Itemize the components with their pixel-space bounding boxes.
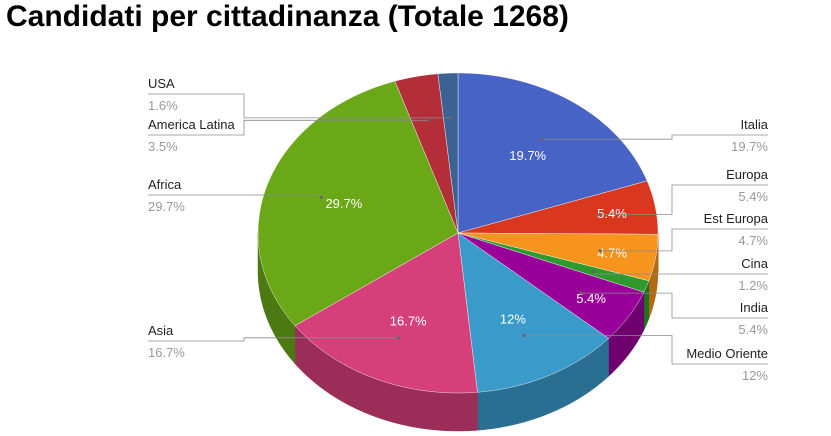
outer-labels: Italia 19.7% Europa 5.4% Est Europa 4.7% Cina 1… <box>148 76 769 383</box>
label-name-asia: Asia <box>148 323 174 338</box>
leader-dot-italia <box>540 137 544 141</box>
slice-value-india: 5.4% <box>576 291 606 306</box>
leader-dot-europa <box>598 212 602 216</box>
pie-slice-europa[interactable] <box>457 180 659 235</box>
pie-slice-america-latina[interactable] <box>394 73 459 234</box>
leader-line-asia <box>148 337 399 342</box>
slice-value-europa: 5.4% <box>597 206 627 221</box>
label-percent-est-europa: 4.7% <box>738 233 768 248</box>
pie-slice-usa[interactable] <box>437 72 459 234</box>
label-percent-india: 5.4% <box>738 322 768 337</box>
slice-value-africa: 29.7% <box>325 196 362 211</box>
leader-line-est-europa <box>600 228 768 252</box>
slice-value-medio-oriente: 12% <box>500 311 526 326</box>
label-name-italia: Italia <box>741 117 769 132</box>
label-percent-america-latina: 3.5% <box>148 139 178 154</box>
label-percent-europa: 5.4% <box>738 189 768 204</box>
label-name-india: India <box>740 300 769 315</box>
label-name-cina: Cina <box>741 256 769 271</box>
pie-slice-asia[interactable] <box>294 232 478 394</box>
leader-dot-cina <box>592 269 596 274</box>
pie-slice-italia[interactable] <box>457 72 648 234</box>
chart-title: Candidati per cittadinanza (Totale 1268) <box>6 0 569 33</box>
leader-dot-asia <box>396 336 400 340</box>
slice-value-est-europa: 4.7% <box>597 245 627 260</box>
slice-value-asia: 16.7% <box>390 313 427 328</box>
leader-line-america-latina <box>148 119 428 136</box>
leader-dot-america-latina <box>426 118 430 122</box>
label-percent-medio-oriente: 12% <box>742 368 768 383</box>
label-name-medio-oriente: Medio Oriente <box>686 346 768 361</box>
pie-slice-india[interactable] <box>457 232 645 339</box>
label-name-usa: USA <box>148 76 175 91</box>
label-percent-africa: 29.7% <box>148 199 185 214</box>
leader-line-india <box>580 292 768 319</box>
pie-slice-africa[interactable] <box>257 80 459 326</box>
label-percent-cina: 1.2% <box>738 278 768 293</box>
leader-dot-africa <box>319 195 323 199</box>
slice-inner-labels: 19.7% 5.4% 4.7% 5.4% 12% 16.7% 29.7% <box>325 148 627 329</box>
label-percent-usa: 1.6% <box>148 98 178 113</box>
leader-dot-usa <box>449 116 453 120</box>
slice-value-italia: 19.7% <box>509 148 546 163</box>
label-name-africa: Africa <box>148 177 182 192</box>
label-percent-asia: 16.7% <box>148 345 185 360</box>
leader-dot-est-europa <box>598 249 602 253</box>
label-name-est-europa: Est Europa <box>704 211 769 226</box>
leader-lines <box>148 93 768 365</box>
pie-tops <box>257 72 659 394</box>
leader-line-medio-oriente <box>523 335 768 365</box>
leader-line-usa <box>148 93 451 119</box>
leader-line-europa <box>600 184 768 215</box>
label-name-europa: Europa <box>726 167 769 182</box>
pie-slice-est-europa[interactable] <box>457 232 659 282</box>
pie-slice-medio-oriente[interactable] <box>457 232 609 393</box>
leader-line-italia <box>541 134 768 140</box>
leader-dot-india <box>579 291 583 295</box>
label-percent-italia: 19.7% <box>731 139 768 154</box>
leader-dot-medio-oriente <box>522 333 526 338</box>
label-name-america-latina: America Latina <box>148 117 235 132</box>
